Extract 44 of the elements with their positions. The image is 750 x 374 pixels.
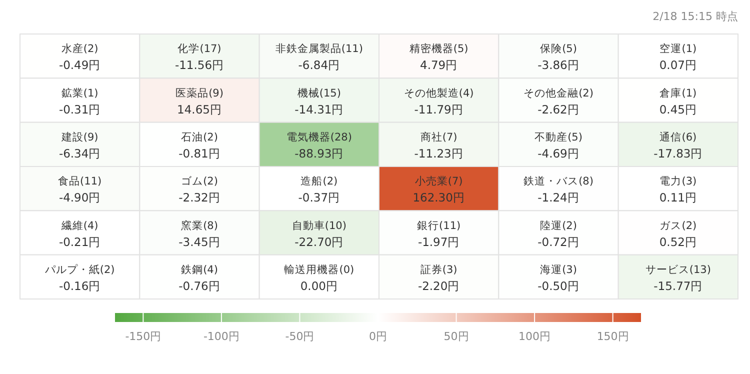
data-label: 繊維(4) -0.21円 [58, 218, 101, 249]
data-label: 鉄鋼(4) -0.76円 [178, 264, 220, 293]
color-bar-label: 150円 [596, 330, 629, 343]
data-label: 機械(15) -14.31円 [294, 86, 344, 116]
data-label: 鉱業(1) -0.31円 [58, 86, 101, 116]
data-label: サービス(13) -15.77円 [645, 264, 711, 293]
data-label: 不動産(5) -4.69円 [534, 130, 582, 160]
color-bar-label: 50円 [444, 330, 469, 343]
data-label: 陸運(2) -0.72円 [538, 220, 580, 249]
data-label: 水産(2) -0.49円 [58, 42, 101, 72]
data-label: ゴム(2) -2.32円 [178, 176, 220, 205]
data-label: 空運(1) 0.07円 [659, 42, 697, 72]
data-label: 輸送用機器(0) 0.00円 [284, 264, 354, 293]
data-label: 商社(7) -11.23円 [414, 130, 464, 160]
data-label: 自動車(10) -22.70円 [292, 218, 346, 249]
data-label: 保険(5) -3.86円 [538, 43, 580, 72]
data-label: 通信(6) -17.83円 [654, 130, 703, 160]
data-label: 小売業(7) 162.30円 [412, 174, 465, 205]
data-label: 銀行(11) -1.97円 [417, 220, 461, 249]
data-label: 石油(2) -0.81円 [178, 130, 220, 160]
data-label: 証券(3) -2.20円 [418, 262, 460, 293]
data-label: 食品(11) -4.90円 [58, 176, 102, 205]
data-label: ガス(2) 0.52円 [659, 220, 697, 249]
color-bar-label: -100円 [203, 330, 240, 343]
data-label: 精密機器(5) 4.79円 [409, 42, 468, 72]
color-bar-label: -50円 [285, 330, 314, 343]
data-label: 造船(2) -0.37円 [298, 174, 340, 205]
data-label: その他金融(2) -2.62円 [524, 87, 594, 116]
data-label: 倉庫(1) 0.45円 [659, 86, 697, 116]
data-label: 医薬品(9) 14.65円 [176, 86, 224, 116]
data-label: パルプ・紙(2) -0.16円 [44, 262, 115, 293]
data-label: 電気機器(28) -88.93円 [286, 131, 352, 160]
color-bar-label: 100円 [518, 330, 551, 343]
data-label: 海運(3) -0.50円 [538, 264, 580, 293]
data-label: その他製造(4) -11.79円 [404, 86, 474, 116]
data-label: 窯業(8) -3.45円 [178, 218, 220, 249]
data-label: 非鉄金属製品(11) -6.84円 [275, 42, 363, 72]
data-label: 化学(17) -11.56円 [174, 43, 224, 72]
data-label: 電力(3) 0.11円 [659, 174, 697, 205]
text: 2/18 15:15 時点 [652, 10, 738, 23]
color-bar-label: 0円 [369, 330, 387, 343]
data-label: 建設(9) -6.34円 [58, 130, 101, 160]
data-label: 鉄道・バス(8) -1.24円 [524, 176, 594, 205]
color-bar-label: -150円 [125, 330, 162, 343]
